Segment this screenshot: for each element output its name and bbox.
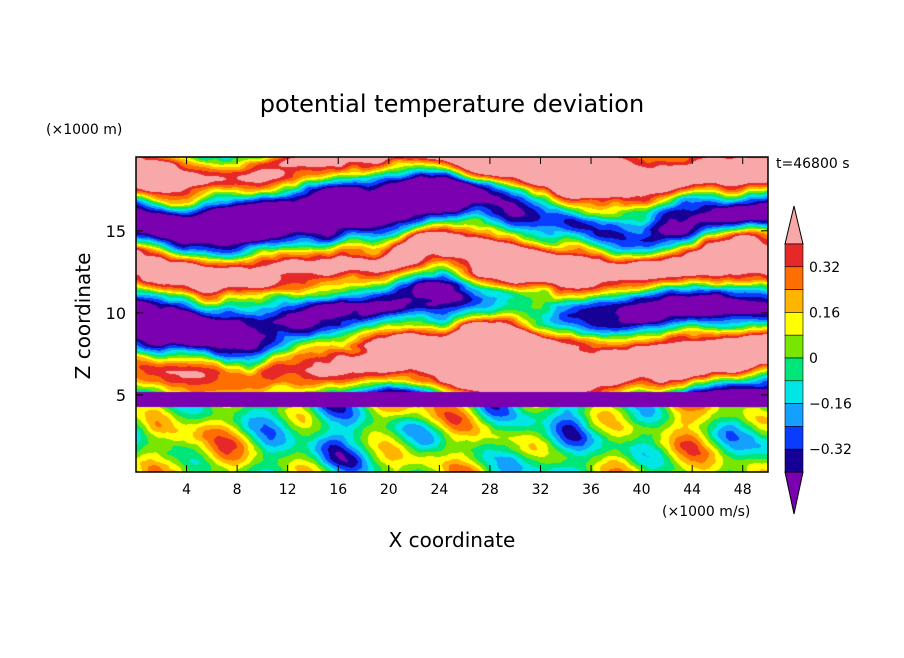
colorbar-segment (784, 380, 804, 404)
x-tick-label: 24 (430, 482, 448, 498)
colorbar-tick-label: −0.16 (809, 397, 852, 413)
x-tick-label: 8 (233, 482, 242, 498)
colorbar-upper-extension (784, 205, 804, 245)
colorbar-tick-label: 0.16 (809, 305, 840, 321)
x-tick-label: 20 (380, 482, 398, 498)
y-tick-label: 15 (106, 222, 126, 241)
x-tick-label: 32 (532, 482, 550, 498)
x-axis-label: X coordinate (389, 528, 516, 552)
y-tick-label: 10 (106, 304, 126, 323)
colorbar-segment (784, 403, 804, 427)
x-tick-label: 36 (582, 482, 600, 498)
colorbar-tick-label: −0.32 (809, 442, 852, 458)
x-axis-unit-label: (×1000 m/s) (662, 504, 750, 520)
x-tick-label: 16 (329, 482, 347, 498)
colorbar-segment (784, 312, 804, 336)
x-tick-label: 12 (279, 482, 297, 498)
contour-field (136, 157, 768, 472)
colorbar-segment (784, 448, 804, 473)
x-tick-label: 48 (734, 482, 752, 498)
chart-title: potential temperature deviation (260, 90, 644, 118)
y-axis-unit-label: (×1000 m) (46, 122, 122, 138)
colorbar-segment (784, 266, 804, 290)
contour-field-image (136, 157, 768, 472)
colorbar-segment (784, 334, 804, 359)
time-label: t=46800 s (776, 156, 850, 172)
x-tick-label: 4 (182, 482, 191, 498)
x-tick-label: 44 (683, 482, 701, 498)
y-tick-label: 5 (116, 386, 126, 405)
colorbar-segment (784, 289, 804, 313)
colorbar-tick-label: 0 (809, 351, 818, 367)
x-tick-label: 40 (633, 482, 651, 498)
colorbar-segment (784, 243, 804, 268)
plot-frame (135, 156, 769, 473)
colorbar-lower-extension (784, 471, 804, 515)
colorbar-tick-label: 0.32 (809, 260, 840, 276)
colorbar-segment (784, 426, 804, 450)
x-tick-label: 28 (481, 482, 499, 498)
colorbar-segment (784, 357, 804, 382)
y-axis-label: Z coordinate (71, 253, 95, 380)
colorbar: 0.32 0.16 0 −0.16 −0.32 (784, 205, 852, 515)
